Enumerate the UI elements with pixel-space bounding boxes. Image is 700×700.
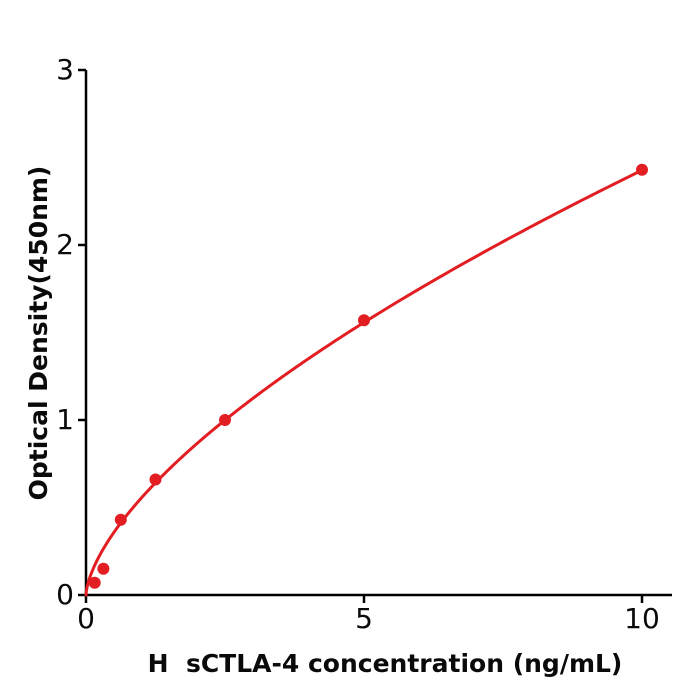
y-axis-ticks: 0 1 2 3 — [56, 53, 86, 611]
x-axis-title: H sCTLA-4 concentration (ng/mL) — [148, 649, 623, 678]
y-tick-label: 0 — [56, 578, 74, 611]
fit-curve-path — [84, 168, 644, 597]
y-axis-title: Optical Density(450nm) — [24, 166, 53, 501]
data-point — [149, 473, 162, 486]
data-point — [88, 576, 101, 589]
data-point — [219, 414, 231, 426]
y-tick-label: 2 — [56, 228, 74, 261]
x-tick-label: 10 — [624, 602, 660, 635]
data-point — [358, 314, 370, 327]
y-tick-label: 1 — [56, 403, 74, 436]
data-point — [97, 562, 110, 575]
data-point — [114, 513, 127, 526]
y-tick-label: 3 — [56, 53, 74, 86]
data-point — [636, 163, 648, 176]
x-tick-label: 0 — [77, 602, 95, 635]
x-axis-ticks: 0 5 10 — [77, 595, 660, 635]
x-tick-label: 5 — [355, 602, 373, 635]
data-points — [88, 163, 648, 589]
